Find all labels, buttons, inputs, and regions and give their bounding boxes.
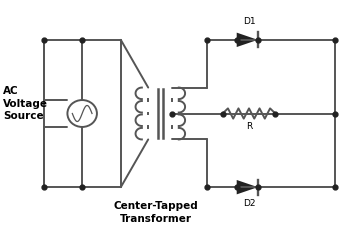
Polygon shape — [237, 180, 258, 194]
Text: D2: D2 — [243, 199, 255, 208]
Polygon shape — [237, 33, 258, 47]
Text: R: R — [246, 123, 252, 131]
Text: D1: D1 — [243, 17, 255, 26]
Text: AC
Voltage
Source: AC Voltage Source — [3, 86, 48, 121]
Text: Center-Tapped
Transformer: Center-Tapped Transformer — [114, 201, 198, 224]
